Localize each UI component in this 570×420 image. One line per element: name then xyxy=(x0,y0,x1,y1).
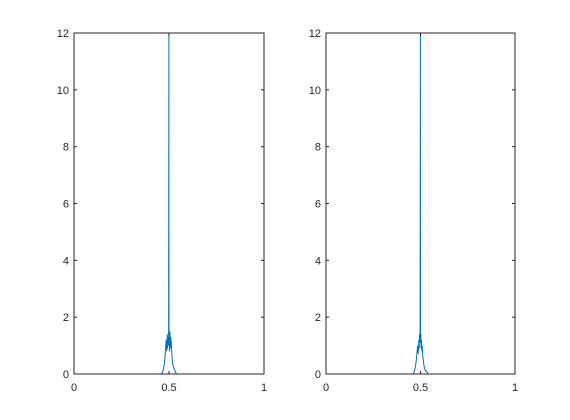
x-tick-label: 0 xyxy=(71,382,77,394)
y-tick-label: 6 xyxy=(315,199,321,211)
y-tick-label: 10 xyxy=(57,85,69,97)
x-tick-label: 1 xyxy=(512,382,518,394)
y-tick-label: 2 xyxy=(63,312,69,324)
subplot-left: 0 2 4 6 8 10 12 0 0.5 1 xyxy=(57,28,267,394)
y-tick-label: 4 xyxy=(63,255,69,267)
x-tick-label: 1 xyxy=(261,382,267,394)
y-tick-label: 10 xyxy=(309,85,321,97)
x-tick-label: 0.5 xyxy=(161,382,176,394)
y-tick-label: 0 xyxy=(63,369,69,381)
subplot-right: 0 2 4 6 8 10 12 0 0.5 1 xyxy=(309,28,518,394)
y-tick-label: 8 xyxy=(63,142,69,154)
y-tick-label: 0 xyxy=(315,369,321,381)
x-tick-label: 0.5 xyxy=(413,382,428,394)
y-tick-label: 12 xyxy=(57,28,69,40)
series-line xyxy=(74,32,264,375)
y-tick-label: 12 xyxy=(309,28,321,40)
x-tick-label: 0 xyxy=(323,382,329,394)
y-tick-label: 2 xyxy=(315,312,321,324)
y-tick-label: 8 xyxy=(315,142,321,154)
y-tick-label: 6 xyxy=(63,199,69,211)
series-line xyxy=(326,32,515,375)
y-tick-label: 4 xyxy=(315,255,321,267)
